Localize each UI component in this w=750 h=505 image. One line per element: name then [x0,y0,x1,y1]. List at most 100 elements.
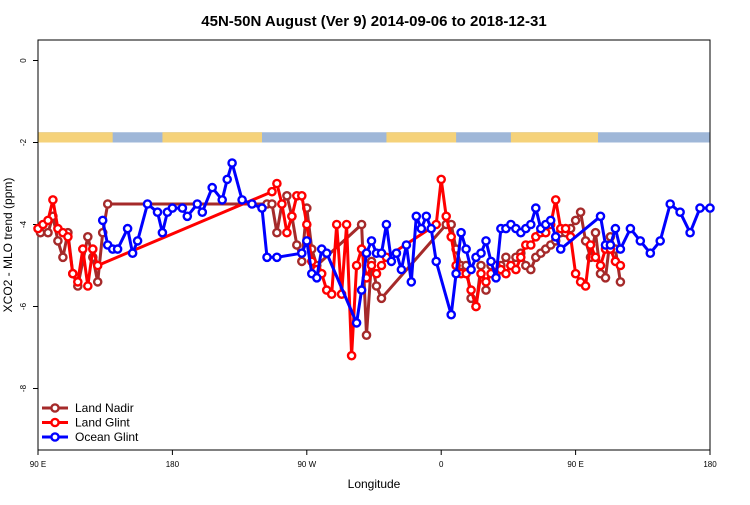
data-point [595,260,606,271]
data-point [481,285,491,295]
data-point [476,268,486,279]
data-point [272,227,282,238]
x-tick-label: 180 [703,460,717,469]
data-point [227,158,237,168]
data-point [675,207,685,217]
data-point [68,268,78,279]
data-point [73,277,83,287]
data-point [560,223,571,234]
data-point [471,301,481,312]
data-point [501,252,511,263]
series-layer [33,158,715,361]
legend-label: Ocean Glint [75,430,139,444]
data-point [296,190,307,201]
data-point [142,199,153,209]
data-point [331,219,342,230]
data-point [476,260,486,271]
x-tick-label: 0 [439,460,444,469]
data-point [545,215,556,226]
legend-marker [50,432,60,442]
data-point [83,231,93,242]
data-point [282,190,292,201]
data-point [321,248,332,258]
data-point [311,272,322,283]
data-point [426,223,437,234]
data-point [575,207,586,217]
data-point [237,195,247,205]
data-point [376,293,387,304]
land-segment [162,132,262,143]
data-point [695,203,705,213]
land-ocean-band [38,132,710,143]
data-point [685,227,695,238]
data-point [92,277,103,287]
data-point [127,248,138,258]
data-point [590,227,601,238]
data-point [655,236,666,246]
data-point [217,195,227,205]
data-point [58,252,68,263]
data-point [192,199,203,209]
data-point [705,203,715,213]
data-point [610,223,621,234]
land-segment [38,132,113,143]
data-point [615,260,626,271]
data-point [371,281,382,291]
data-point [296,248,307,258]
data-point [580,281,591,291]
data-point [356,219,367,230]
y-axis-label: XCO2 - MLO trend (ppm) [1,178,15,313]
x-axis-ticks: 90 E 180 90 W 0 90 E 180 [30,450,717,469]
x-tick-label: 90 E [567,460,583,469]
data-point [461,244,471,254]
data-point [550,195,561,205]
data-point [446,309,457,320]
data-point [43,215,53,226]
data-point [396,264,407,275]
data-point [326,289,337,300]
data-point [526,219,536,230]
data-point [401,240,412,250]
data-point [411,211,422,222]
data-point [376,260,387,271]
data-point [441,211,452,222]
data-point [366,236,377,246]
data-point [590,252,601,263]
data-point [301,236,312,246]
data-point [491,272,501,283]
y-axis-ticks: 0 -2 -4 -6 -8 [19,58,38,392]
data-point [486,256,496,267]
data-point [585,240,596,250]
data-point [267,186,277,197]
data-point [282,227,292,238]
data-point [531,203,541,213]
data-point [197,207,208,217]
data-point [102,199,113,209]
plot-frame [37,39,711,451]
y-tick-label: -4 [19,220,28,228]
data-point [267,199,277,209]
legend-label: Land Nadir [75,401,134,415]
y-tick-label: -2 [19,138,28,146]
x-tick-label: 90 E [30,460,46,469]
data-point [595,211,606,222]
x-axis-label: Longitude [348,477,401,491]
data-point [43,227,53,238]
data-point [301,219,312,230]
data-point [526,264,536,275]
data-point [167,203,178,213]
data-point [466,285,476,295]
y-tick-label: -6 [19,302,28,310]
data-point [665,199,676,209]
land-segment [510,132,598,143]
data-point [615,277,626,287]
data-point [431,256,442,267]
x-tick-label: 90 W [297,460,316,469]
y-tick-label: 0 [19,58,28,63]
data-point [615,244,626,254]
data-point [222,174,232,185]
data-point [291,240,302,250]
land-segment [386,132,457,143]
data-point [600,272,611,283]
y-tick-label: -8 [19,384,28,392]
